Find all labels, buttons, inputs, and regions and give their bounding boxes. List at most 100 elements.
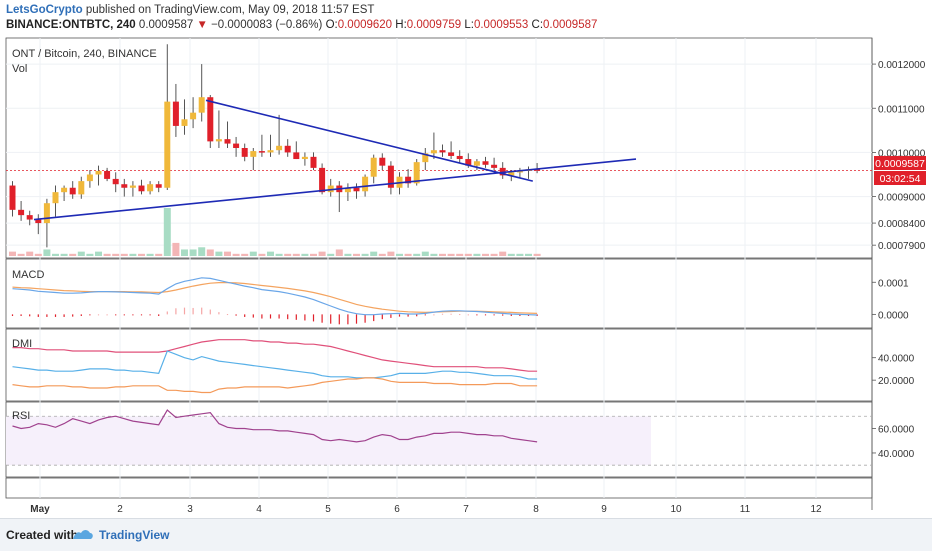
candle-down <box>241 148 248 157</box>
candle-down <box>26 215 33 220</box>
candle-up <box>516 170 523 173</box>
macd-histogram-bar <box>80 314 82 316</box>
volume-label: Vol <box>12 63 27 75</box>
chart-canvas[interactable]: 0.0012000 0.0011000 0.0010000 0.0009000 0.00… <box>0 0 932 518</box>
macd-histogram-bar <box>97 314 100 316</box>
x-tick-label: 8 <box>533 504 539 515</box>
volume-bar <box>95 251 102 256</box>
candle-down <box>284 145 291 153</box>
macd-histogram-bar <box>459 314 461 316</box>
high-value: 0.0009759 <box>406 19 462 31</box>
candle-up <box>370 157 377 177</box>
open-value: 0.0009620 <box>337 19 393 31</box>
candle-down <box>482 161 489 165</box>
macd-histogram-bar <box>218 312 220 315</box>
countdown-text: 03:02:54 <box>880 173 921 185</box>
volume-bar <box>301 253 309 256</box>
volume-bar <box>447 253 455 256</box>
candle-down <box>172 101 179 126</box>
candle-down <box>293 152 300 160</box>
volume-bar <box>232 253 240 256</box>
candle-up <box>52 192 59 204</box>
macd-histogram-bar <box>467 314 469 316</box>
current-price-badge <box>874 156 926 170</box>
change-arrow-icon: ▼ <box>196 19 208 31</box>
volume-bar <box>421 251 429 256</box>
dmi-minus-line <box>12 377 538 394</box>
author-name[interactable]: LetsGoCrypto <box>6 4 83 16</box>
candle-down <box>405 176 412 184</box>
x-tick-label: 6 <box>394 504 400 515</box>
tradingview-logo-icon[interactable] <box>72 527 94 541</box>
candle-up <box>190 112 197 120</box>
low-label: L: <box>464 19 474 31</box>
published-text: published on TradingView.com, May 09, 20… <box>85 4 375 16</box>
candle-down <box>456 155 463 160</box>
candle-up <box>147 184 154 192</box>
candle-up <box>301 156 308 160</box>
macd-histogram-bar <box>29 314 31 317</box>
trendlines[interactable] <box>33 99 637 221</box>
x-tick-label: 9 <box>601 504 607 515</box>
dmi-pane <box>12 339 538 394</box>
countdown-badge <box>874 171 926 185</box>
volume-bar <box>525 253 532 256</box>
volume-bar <box>456 253 464 256</box>
volume-bar <box>464 253 472 256</box>
pane-frame-dmi <box>5 328 873 402</box>
rsi-pane <box>12 409 538 443</box>
volume-bar <box>60 253 68 256</box>
candle-up <box>61 187 68 193</box>
volume-bar <box>404 253 412 256</box>
macd-tick-label: 0.0001 <box>878 278 909 289</box>
candle-down <box>112 178 119 185</box>
y-tick-label: 0.0012000 <box>878 60 926 71</box>
candlestick-series <box>6 44 872 248</box>
macd-signal-line <box>12 282 538 314</box>
candle-down <box>379 157 386 166</box>
volume-bar <box>43 249 51 256</box>
macd-histogram-bar <box>381 314 383 320</box>
macd-pane <box>11 277 538 325</box>
volume-bar <box>396 253 403 256</box>
candle-down <box>121 184 128 188</box>
candle-up <box>86 174 93 182</box>
price-axis[interactable]: 0.0012000 0.0011000 0.0010000 0.0009000 0.00… <box>872 60 926 460</box>
macd-histogram-bar <box>338 314 340 325</box>
volume-bar <box>34 253 42 256</box>
macd-histogram-bar <box>433 314 435 316</box>
volume-bar <box>77 251 85 256</box>
candle-down <box>258 151 265 153</box>
volume-bar <box>9 251 16 256</box>
macd-histogram-bar <box>183 307 186 315</box>
candle-down <box>465 159 472 166</box>
volume-bar <box>189 249 197 256</box>
macd-histogram-bar <box>192 307 194 315</box>
x-tick-label: 2 <box>117 504 123 515</box>
candle-up <box>362 176 369 192</box>
pane-frame-macd <box>5 258 873 329</box>
dmi-adx-line <box>12 339 538 372</box>
last-price: 0.0009587 <box>138 19 194 31</box>
macd-histogram-bar <box>373 314 375 322</box>
volume-bar <box>310 253 317 256</box>
dmi-label: DMI <box>12 338 32 350</box>
macd-histogram-bar <box>269 314 272 319</box>
tradingview-brand-link[interactable]: TradingView <box>99 528 170 542</box>
macd-histogram-bar <box>407 314 409 317</box>
low-value: 0.0009553 <box>473 19 529 31</box>
macd-histogram-bar <box>149 314 151 316</box>
volume-bar <box>430 253 438 256</box>
time-axis[interactable]: May 2 3 4 5 6 7 8 9 10 11 12 <box>30 504 822 515</box>
volume-bar <box>439 253 446 256</box>
volume-bar <box>344 253 352 256</box>
volume-bar <box>353 253 360 256</box>
macd-histogram-bar <box>235 314 237 316</box>
x-tick-label: 11 <box>740 504 751 515</box>
symbol-label: BINANCE:ONTBTC, 240 <box>6 19 136 31</box>
candle-down <box>310 156 317 168</box>
macd-histogram-bar <box>484 314 487 316</box>
ohlc-line: BINANCE:ONTBTC, 240 0.0009587 ▼ −0.00000… <box>6 19 597 31</box>
macd-histogram-bar <box>364 314 366 323</box>
candle-up <box>164 101 171 188</box>
